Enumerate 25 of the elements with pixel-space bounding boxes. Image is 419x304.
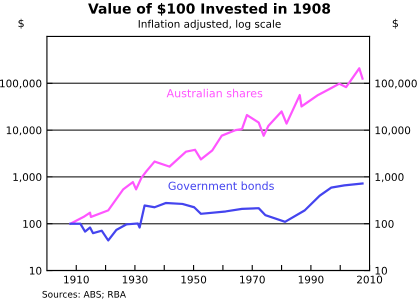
line-series (69, 182, 364, 242)
x-tick-label: 1990 (298, 276, 324, 284)
chart-title: Value of $100 Invested in 1908 (88, 3, 330, 16)
text: 10,000 (376, 126, 410, 136)
y-tick-label: 100,000 (0, 80, 42, 88)
source-note: Sources: ABS; RBA (42, 290, 126, 299)
y-tick-label: 100 (23, 220, 42, 228)
x-tick-label: 1910 (64, 276, 89, 284)
y-axis-title: $ (18, 18, 24, 29)
x-tick-label: 1930 (122, 276, 148, 284)
text: 10 (376, 266, 387, 275)
text: 100 (376, 220, 394, 228)
text: 1,000 (376, 173, 404, 182)
y-tick-label: 10,000 (6, 126, 42, 136)
y-tick-label: 1,000 (13, 173, 42, 182)
line-series (69, 67, 364, 225)
y-tick-label: 10 (30, 266, 42, 275)
x-tick-label: 1950 (181, 276, 206, 284)
series-label: Government bonds (168, 181, 274, 190)
chart-subtitle: Inflation adjusted, log scale (138, 20, 281, 30)
y2-axis-title: $ (392, 18, 398, 29)
x-tick-label: 1970 (240, 276, 265, 284)
text: Australian shares (166, 88, 262, 98)
text: 100,000 (376, 80, 417, 88)
x-tick-label: 2010 (357, 276, 382, 284)
